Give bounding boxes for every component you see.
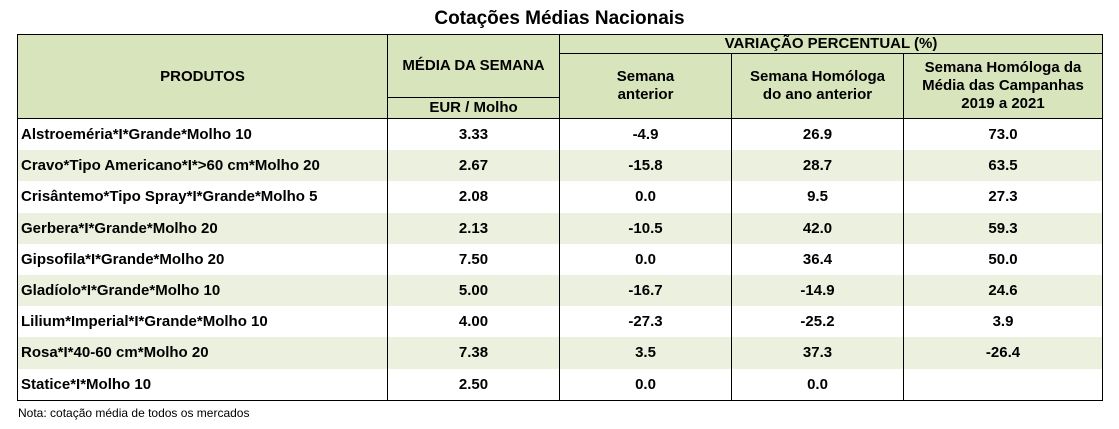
cell-semana-anterior: 0.0 bbox=[559, 181, 732, 213]
cell-homologa-ano: -25.2 bbox=[731, 306, 904, 338]
cell-media: 2.08 bbox=[387, 181, 560, 213]
cell-semana-anterior: 0.0 bbox=[559, 368, 732, 401]
cell-homologa-media: 27.3 bbox=[903, 181, 1103, 213]
header-semana-anterior-line2: anterior bbox=[617, 86, 674, 103]
table-row: Rosa*I*40-60 cm*Molho 20 7.38 3.5 37.3 -26.4 bbox=[17, 337, 1103, 369]
cell-homologa-ano: 28.7 bbox=[731, 150, 904, 182]
cell-homologa-media: -26.4 bbox=[903, 337, 1103, 369]
cell-homologa-media: 73.0 bbox=[903, 118, 1103, 151]
cell-homologa-ano: -14.9 bbox=[731, 274, 904, 307]
header-variacao: VARIAÇÃO PERCENTUAL (%) bbox=[559, 34, 1103, 54]
table-title: Cotações Médias Nacionais bbox=[434, 8, 685, 29]
header-homologa-media-line2: Média das Campanhas bbox=[922, 77, 1084, 94]
cell-media: 2.50 bbox=[387, 368, 560, 401]
cell-produto: Lilium*Imperial*I*Grande*Molho 10 bbox=[17, 306, 388, 338]
cell-produto: Gipsofila*I*Grande*Molho 20 bbox=[17, 243, 388, 275]
cell-homologa-media: 59.3 bbox=[903, 212, 1103, 244]
cell-media: 7.38 bbox=[387, 337, 560, 369]
cell-homologa-ano: 26.9 bbox=[731, 118, 904, 151]
cell-homologa-ano: 9.5 bbox=[731, 181, 904, 213]
table-row: Lilium*Imperial*I*Grande*Molho 10 4.00 -27… bbox=[17, 306, 1103, 338]
cell-produto: Gladíolo*I*Grande*Molho 10 bbox=[17, 274, 388, 307]
cell-homologa-media bbox=[903, 368, 1103, 401]
cell-homologa-media: 24.6 bbox=[903, 274, 1103, 307]
cell-homologa-media: 63.5 bbox=[903, 150, 1103, 182]
prices-table: PRODUTOS MÉDIA DA SEMANA VARIAÇÃO PERCEN… bbox=[17, 34, 1103, 401]
cell-produto: Statice*I*Molho 10 bbox=[17, 368, 388, 401]
cell-media: 2.67 bbox=[387, 150, 560, 182]
cell-homologa-ano: 42.0 bbox=[731, 212, 904, 244]
table-row: Crisântemo*Tipo Spray*I*Grande*Molho 5 2.… bbox=[17, 181, 1103, 213]
table-row: Gerbera*I*Grande*Molho 20 2.13 -10.5 42.0 59… bbox=[17, 212, 1103, 244]
cell-semana-anterior: 0.0 bbox=[559, 243, 732, 275]
cell-semana-anterior: -10.5 bbox=[559, 212, 732, 244]
cell-produto: Alstroeméria*I*Grande*Molho 10 bbox=[17, 118, 388, 151]
header-unit: EUR / Molho bbox=[387, 97, 560, 119]
cell-media: 7.50 bbox=[387, 243, 560, 275]
cell-semana-anterior: -27.3 bbox=[559, 306, 732, 338]
header-media-semana: MÉDIA DA SEMANA bbox=[387, 34, 560, 98]
table-row: Statice*I*Molho 10 2.50 0.0 0.0 bbox=[17, 368, 1103, 401]
header-homologa-media: Semana Homóloga da Média das Campanhas 2… bbox=[903, 53, 1103, 119]
cell-semana-anterior: -4.9 bbox=[559, 118, 732, 151]
cell-semana-anterior: 3.5 bbox=[559, 337, 732, 369]
table-row: Gladíolo*I*Grande*Molho 10 5.00 -16.7 -14.9… bbox=[17, 274, 1103, 307]
header-homologa-ano-line2: do ano anterior bbox=[762, 86, 873, 103]
header-produtos: PRODUTOS bbox=[17, 34, 388, 119]
cell-homologa-ano: 0.0 bbox=[731, 368, 904, 401]
cell-homologa-media: 3.9 bbox=[903, 306, 1103, 338]
cell-homologa-ano: 36.4 bbox=[731, 243, 904, 275]
cell-produto: Rosa*I*40-60 cm*Molho 20 bbox=[17, 337, 388, 369]
cell-produto: Cravo*Tipo Americano*I*>60 cm*Molho 20 bbox=[17, 150, 388, 182]
table-header: PRODUTOS MÉDIA DA SEMANA VARIAÇÃO PERCEN… bbox=[17, 34, 1103, 119]
cell-homologa-ano: 37.3 bbox=[731, 337, 904, 369]
cell-produto: Gerbera*I*Grande*Molho 20 bbox=[17, 212, 388, 244]
cell-produto: Crisântemo*Tipo Spray*I*Grande*Molho 5 bbox=[17, 181, 388, 213]
cell-media: 3.33 bbox=[387, 118, 560, 151]
cell-media: 2.13 bbox=[387, 212, 560, 244]
table-row: Cravo*Tipo Americano*I*>60 cm*Molho 20 2.… bbox=[17, 150, 1103, 182]
header-semana-anterior-line1: Semana bbox=[616, 68, 675, 85]
header-homologa-ano-line1: Semana Homóloga bbox=[749, 68, 886, 85]
table-row: Gipsofila*I*Grande*Molho 20 7.50 0.0 36.4 50… bbox=[17, 243, 1103, 275]
header-semana-anterior: Semana anterior bbox=[559, 53, 732, 119]
header-homologa-media-line1: Semana Homóloga da bbox=[924, 59, 1082, 76]
cell-semana-anterior: -15.8 bbox=[559, 150, 732, 182]
cell-homologa-media: 50.0 bbox=[903, 243, 1103, 275]
cell-media: 5.00 bbox=[387, 274, 560, 307]
header-homologa-media-line3: 2019 a 2021 bbox=[961, 95, 1045, 112]
cell-semana-anterior: -16.7 bbox=[559, 274, 732, 307]
table-body: Alstroeméria*I*Grande*Molho 10 3.33 -4.9 26… bbox=[17, 118, 1103, 401]
cell-media: 4.00 bbox=[387, 306, 560, 338]
table-row: Alstroeméria*I*Grande*Molho 10 3.33 -4.9 26… bbox=[17, 118, 1103, 151]
footnote: Nota: cotação média de todos os mercados bbox=[18, 406, 250, 420]
header-homologa-ano: Semana Homóloga do ano anterior bbox=[731, 53, 904, 119]
